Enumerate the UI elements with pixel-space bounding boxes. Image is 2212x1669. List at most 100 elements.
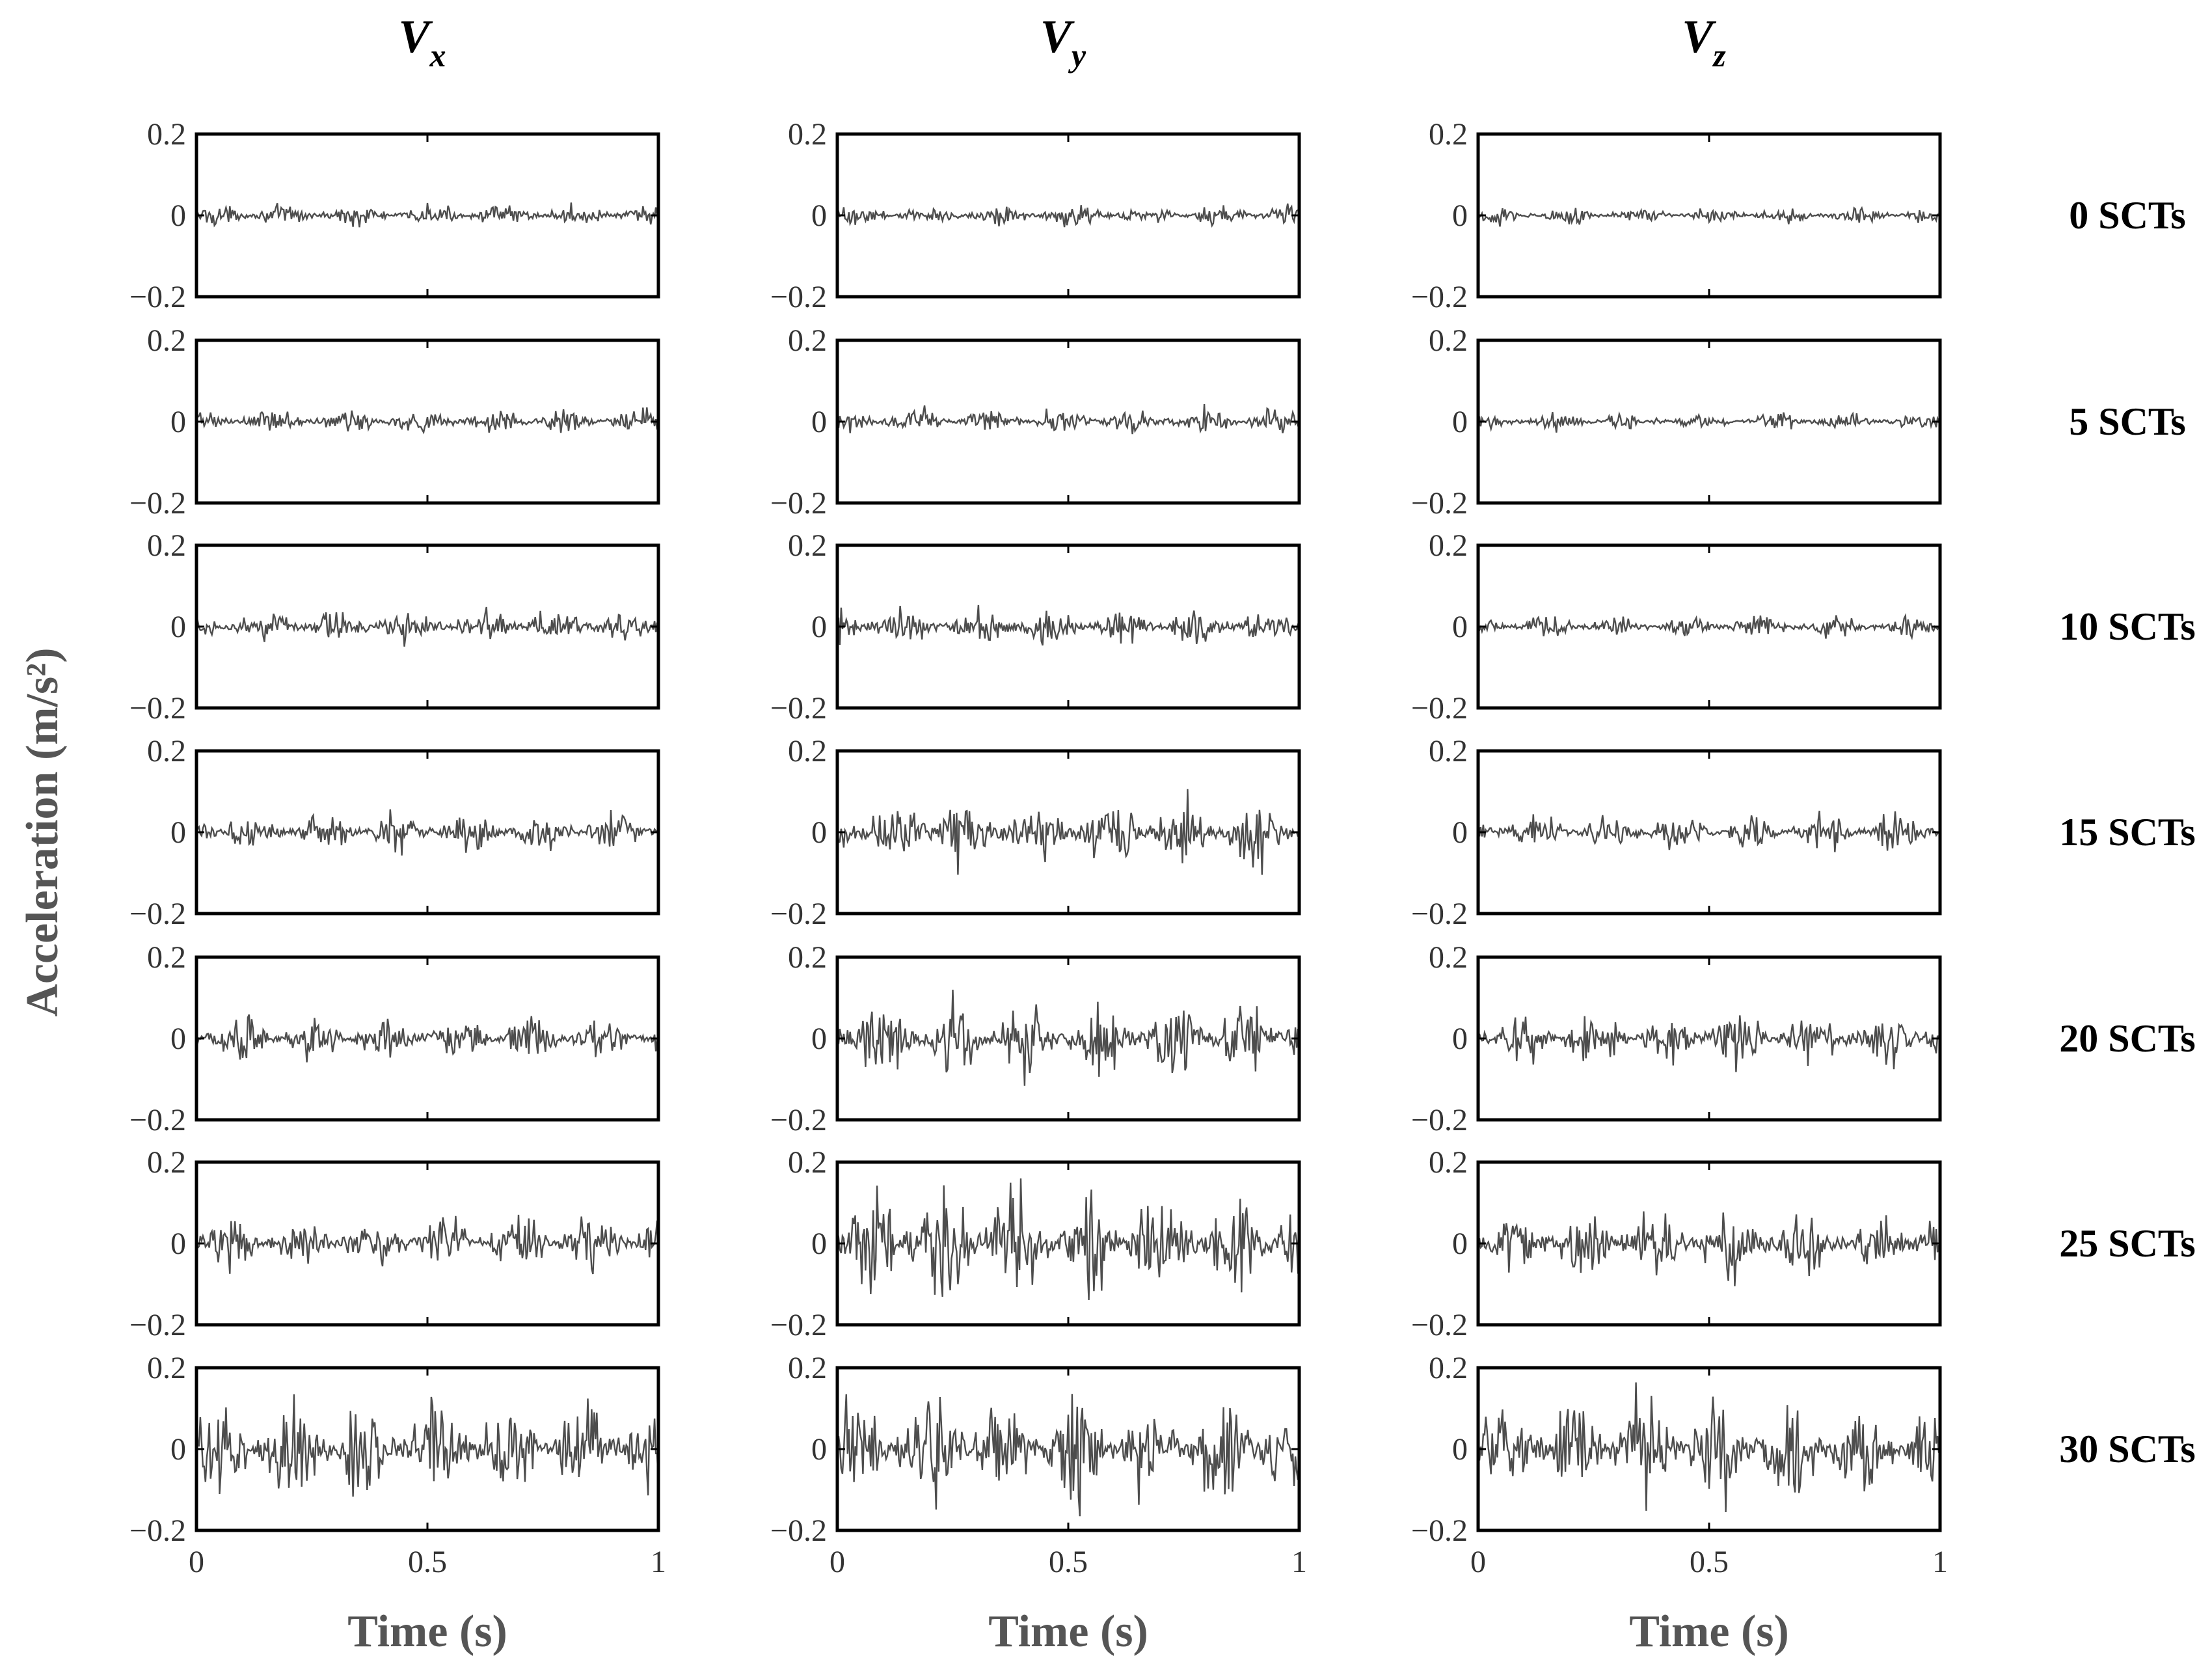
column-title-subscript: z <box>1712 37 1726 74</box>
y-tick-label: 0.2 <box>788 1351 827 1385</box>
y-tick-label: 0.2 <box>147 1351 186 1385</box>
series-line <box>1477 411 1941 433</box>
y-axis-label: Acceleration (m/s²) <box>18 647 68 1016</box>
y-tick-label: 0.2 <box>788 528 827 563</box>
y-tick-label: 0 <box>1452 1432 1468 1467</box>
column-title-subscript: y <box>1068 37 1086 74</box>
y-tick-label: 0.2 <box>1429 528 1468 563</box>
y-tick-label: 0 <box>811 1227 827 1261</box>
y-tick-label: 0.2 <box>147 734 186 768</box>
x-tick-label: 1 <box>1932 1545 1948 1579</box>
column-title: Vx <box>398 10 446 74</box>
y-tick-label: 0 <box>1452 198 1468 233</box>
x-tick-label: 0 <box>830 1545 845 1579</box>
y-tick-label: 0.2 <box>788 1145 827 1180</box>
column-title: Vz <box>1682 10 1726 74</box>
y-tick-label: −0.2 <box>129 486 186 521</box>
x-tick-label: 0.5 <box>1690 1545 1729 1579</box>
y-tick-label: 0 <box>170 405 186 439</box>
y-tick-label: −0.2 <box>1411 486 1468 521</box>
series-line <box>836 989 1301 1086</box>
series-line <box>1477 810 1941 852</box>
y-tick-label: −0.2 <box>770 1513 827 1548</box>
series-line <box>1477 1211 1941 1286</box>
column-title-symbol: V <box>1040 10 1075 62</box>
x-tick-label: 0 <box>1470 1545 1486 1579</box>
y-tick-label: −0.2 <box>129 280 186 314</box>
row-label: 0 SCTs <box>2069 194 2186 237</box>
series-line <box>1477 1382 1941 1513</box>
y-tick-label: 0.2 <box>147 117 186 152</box>
row-label: 15 SCTs <box>2059 811 2196 854</box>
y-tick-label: −0.2 <box>1411 280 1468 314</box>
x-tick-label: 0.5 <box>408 1545 447 1579</box>
y-tick-label: −0.2 <box>770 280 827 314</box>
series-line <box>195 407 660 435</box>
y-tick-label: 0 <box>1452 1022 1468 1056</box>
column-title: Vy <box>1040 10 1086 74</box>
y-tick-label: 0 <box>811 1022 827 1056</box>
series-line <box>836 604 1299 646</box>
axes-frame <box>1476 132 1942 299</box>
y-tick-label: −0.2 <box>770 897 827 931</box>
y-tick-label: −0.2 <box>770 691 827 726</box>
y-tick-label: −0.2 <box>129 1513 186 1548</box>
series-line <box>195 1014 659 1063</box>
column-title-subscript: x <box>429 37 446 74</box>
series-line <box>836 203 1301 228</box>
axes-frame <box>1476 1366 1942 1532</box>
y-tick-label: 0 <box>1452 610 1468 644</box>
row-label: 20 SCTs <box>2059 1017 2196 1060</box>
series-line <box>836 404 1301 435</box>
x-axis-label: Time (s) <box>988 1607 1148 1657</box>
y-tick-label: 0 <box>811 815 827 850</box>
y-tick-label: 0.2 <box>1429 1145 1468 1180</box>
series-line <box>195 809 659 856</box>
y-tick-label: 0 <box>170 1227 186 1261</box>
x-tick-label: 1 <box>1291 1545 1307 1579</box>
series-line <box>836 1178 1301 1300</box>
y-tick-label: 0.2 <box>147 1145 186 1180</box>
y-tick-label: 0.2 <box>788 323 827 358</box>
y-tick-label: 0.2 <box>788 117 827 152</box>
y-tick-label: 0.2 <box>1429 734 1468 768</box>
series-line <box>195 1214 660 1275</box>
y-tick-label: 0 <box>1452 815 1468 850</box>
series-line <box>1477 1015 1941 1072</box>
y-tick-label: 0 <box>811 1432 827 1467</box>
y-tick-label: 0 <box>1452 1227 1468 1261</box>
y-tick-label: 0 <box>1452 405 1468 439</box>
series-line <box>195 606 660 647</box>
axes-frame <box>1476 749 1942 916</box>
y-tick-label: 0.2 <box>1429 1351 1468 1385</box>
y-tick-label: −0.2 <box>1411 1103 1468 1137</box>
series-line <box>1477 206 1941 227</box>
column-title-symbol: V <box>398 10 433 62</box>
y-tick-label: −0.2 <box>129 691 186 726</box>
x-tick-label: 1 <box>651 1545 666 1579</box>
y-tick-label: −0.2 <box>770 486 827 521</box>
y-tick-label: 0 <box>170 198 186 233</box>
row-label: 30 SCTs <box>2059 1428 2196 1471</box>
row-label: 25 SCTs <box>2059 1222 2196 1265</box>
y-tick-label: −0.2 <box>1411 691 1468 726</box>
x-axis-label: Time (s) <box>1629 1607 1789 1657</box>
y-tick-label: −0.2 <box>1411 897 1468 931</box>
y-tick-label: 0.2 <box>1429 323 1468 358</box>
row-label: 5 SCTs <box>2069 400 2186 443</box>
column-title-symbol: V <box>1682 10 1716 62</box>
x-tick-label: 0.5 <box>1049 1545 1088 1579</box>
y-tick-label: 0.2 <box>1429 117 1468 152</box>
y-tick-label: 0.2 <box>788 734 827 768</box>
y-tick-label: −0.2 <box>1411 1308 1468 1342</box>
y-tick-label: −0.2 <box>1411 1513 1468 1548</box>
series-line <box>195 1394 660 1497</box>
y-tick-label: 0 <box>170 815 186 850</box>
series-line <box>1477 612 1941 640</box>
y-tick-label: 0 <box>811 198 827 233</box>
y-tick-label: 0.2 <box>147 528 186 563</box>
y-tick-label: 0 <box>170 1022 186 1056</box>
y-tick-label: −0.2 <box>129 1308 186 1342</box>
y-tick-label: 0 <box>811 610 827 644</box>
